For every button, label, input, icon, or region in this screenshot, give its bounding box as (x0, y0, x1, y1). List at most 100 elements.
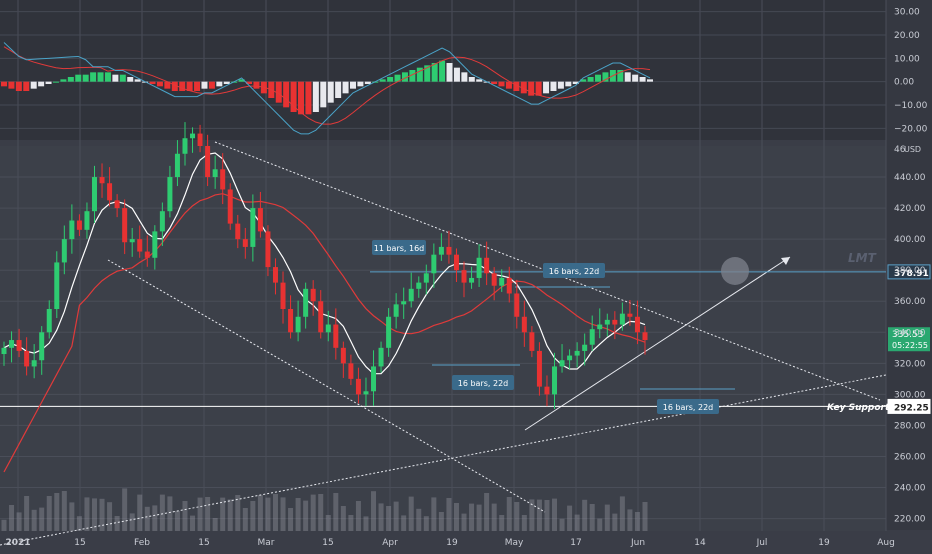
candle-body (514, 293, 520, 317)
volume-bar (416, 508, 422, 531)
candle-body (303, 288, 309, 317)
macd-histogram-bar (357, 81, 364, 87)
candle-body (506, 277, 512, 294)
candle-body (129, 239, 135, 243)
last-price-tag (888, 327, 930, 352)
last-price-label: 335.53 (892, 330, 924, 340)
volume-bar (476, 504, 482, 531)
volume-bar (378, 503, 384, 531)
x-tick-label: 15 (198, 538, 209, 548)
candle-body (220, 169, 226, 190)
candle-body (9, 340, 15, 348)
volume-bar (401, 515, 407, 531)
y-tick-label: 340.00 (894, 328, 926, 338)
indicator-tick-label: 30.00 (894, 8, 920, 18)
candle-body (212, 169, 218, 178)
volume-bar (24, 496, 30, 531)
watermark: LMT (848, 251, 877, 265)
candle-body (634, 316, 640, 333)
x-tick-label: Jun (630, 538, 645, 548)
volume-bar (205, 497, 211, 531)
candle-body (619, 313, 625, 325)
volume-bar (461, 513, 467, 531)
macd-signal-line (3, 46, 651, 125)
volume-bar (227, 499, 233, 531)
annotation-box (372, 240, 426, 255)
macd-histogram-bar (602, 72, 609, 82)
macd-histogram-bar (565, 81, 572, 87)
y-tick-label: 240.00 (894, 484, 926, 494)
macd-histogram-bar (238, 79, 245, 82)
candle-body (499, 277, 505, 286)
annotation-box (452, 375, 514, 390)
macd-histogram-bar (164, 81, 171, 89)
volume-bar (627, 509, 633, 531)
indicator-tick-label: 0.00 (894, 78, 914, 88)
y-tick-label: 440.00 (894, 173, 926, 183)
candle-body (476, 257, 482, 278)
candle-body (227, 189, 233, 224)
y-tick-label: 380.00 (894, 266, 926, 276)
macd-histogram-bar (156, 81, 163, 87)
currency-label: USD (904, 145, 921, 154)
volume-bar (167, 496, 173, 531)
candle-body (348, 363, 354, 379)
volume-bar (514, 502, 520, 531)
macd-histogram-bar (253, 81, 260, 89)
volume-bar (265, 497, 271, 531)
candle-body (484, 257, 490, 274)
candle-body (235, 223, 241, 240)
level-tag (887, 398, 931, 414)
candle-body (340, 347, 346, 364)
candle-body (582, 344, 588, 351)
volume-bar (242, 508, 248, 531)
macd-histogram-bar (30, 81, 37, 89)
macd-histogram-bar (528, 81, 535, 96)
macd-histogram-bar (60, 79, 67, 82)
volume-bar (295, 498, 301, 531)
macd-histogram-bar (335, 81, 342, 98)
x-tick-label: Apr (382, 538, 398, 548)
macd-histogram-bar (491, 81, 498, 84)
macd-histogram-bar (513, 81, 520, 91)
macd-histogram-bar (349, 81, 356, 89)
y-tick-label-top: 46 (894, 145, 906, 155)
indicator-tick-label: −10.00 (894, 101, 928, 111)
volume-bar (348, 515, 354, 531)
macd-histogram-bar (416, 67, 423, 82)
candle-body (567, 355, 573, 361)
volume-bar (310, 494, 316, 531)
candle-body (54, 262, 60, 310)
macd-histogram-bar (201, 81, 208, 89)
macd-histogram-bar (246, 81, 253, 84)
macd-histogram-bar (498, 81, 505, 87)
candle-body (431, 254, 437, 274)
annotation-box (543, 263, 605, 278)
annotation-label: 16 bars, 22d (663, 403, 714, 412)
volume-bar (182, 501, 188, 531)
candle-body (190, 133, 196, 139)
macd-histogram-bar (134, 79, 141, 82)
grid (0, 0, 887, 531)
volume-bars (1, 488, 648, 531)
volume-bar (212, 518, 218, 531)
volume-bar (16, 512, 22, 531)
volume-bar (604, 504, 610, 531)
macd-histogram-bar (104, 72, 111, 82)
macd-histogram-bar (595, 74, 602, 82)
candle-body (401, 301, 407, 305)
macd-histogram-bar (23, 81, 30, 91)
volume-bar (54, 493, 60, 531)
ma-slow-line (3, 193, 646, 473)
candle-body (378, 347, 384, 367)
macd-histogram-bar (298, 81, 305, 115)
volume-bar (76, 516, 82, 531)
x-tick-label: 15 (322, 538, 333, 548)
macd-histogram-bar (38, 81, 45, 87)
candle-body (107, 183, 113, 201)
macd-histogram-bar (342, 81, 349, 94)
volume-bar (91, 498, 97, 531)
candle-body (310, 288, 316, 302)
macd-histogram-bar (639, 77, 646, 82)
